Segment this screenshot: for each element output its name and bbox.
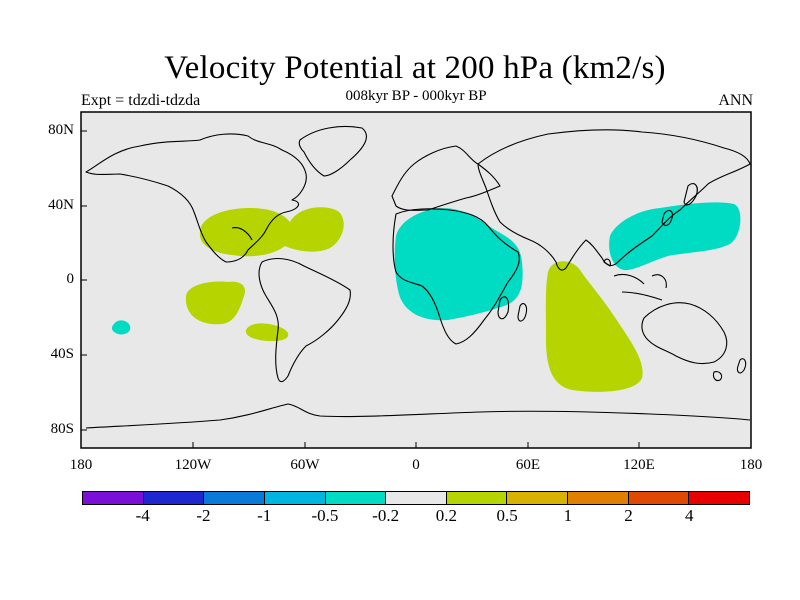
lat-label-40n: 40N (48, 197, 74, 213)
lon-label-0: 0 (412, 457, 420, 473)
plot-subtitle: 008kyr BP - 000kyr BP (345, 88, 487, 104)
colorbar-label: -1 (257, 506, 272, 525)
colorbar-swatch (386, 492, 447, 504)
plot-title: Velocity Potential at 200 hPa (km2/s) (164, 50, 666, 86)
positive-region-north-america (199, 207, 344, 257)
lon-label-60w: 60W (290, 457, 320, 473)
lon-label-120w: 120W (174, 457, 212, 473)
lon-label-60e: 60E (515, 457, 541, 473)
lat-ticks (81, 130, 87, 431)
positive-region-east-pacific (185, 281, 246, 325)
lat-label-40s: 40S (50, 346, 74, 362)
lat-label-80n: 80N (48, 122, 74, 138)
lat-label-equator: 0 (66, 271, 75, 287)
colorbar-label: -0.2 (372, 506, 400, 525)
colorbar-label: 1 (563, 506, 573, 525)
lat-label-80s: 80S (50, 421, 74, 437)
colorbar-swatch (689, 492, 750, 504)
lon-ticks (192, 442, 640, 448)
negative-region-central-pacific (111, 320, 131, 335)
colorbar-label: -0.5 (311, 506, 339, 525)
positive-region-indian-ocean (545, 261, 643, 392)
lon-label-180e: 180 (739, 457, 763, 473)
colorbar-label: -2 (196, 506, 211, 525)
colorbar-swatch (568, 492, 629, 504)
experiment-label: Expt = tdzdi-tdzda (81, 92, 201, 109)
coastlines (85, 125, 751, 429)
colorbar-swatch (204, 492, 265, 504)
lon-label-120e: 120E (623, 457, 655, 473)
negative-region-west-pacific (609, 202, 741, 271)
colorbar-swatch (507, 492, 569, 504)
colorbar-label: 0.2 (435, 506, 457, 525)
colorbar (82, 491, 750, 505)
colorbar-label: 0.5 (496, 506, 518, 525)
colorbar-label: 4 (685, 506, 694, 525)
colorbar-swatch (325, 492, 387, 504)
colorbar-swatch (264, 492, 326, 504)
colorbar-swatch (83, 492, 144, 504)
season-label: ANN (718, 92, 753, 109)
colorbar-label: -4 (135, 506, 150, 525)
colorbar-swatch (628, 492, 690, 504)
colorbar-label: 2 (624, 506, 633, 525)
negative-region-africa (394, 208, 523, 321)
colorbar-swatch (446, 492, 508, 504)
colorbar-swatch (143, 492, 205, 504)
lon-label-180w: 180 (69, 457, 93, 473)
